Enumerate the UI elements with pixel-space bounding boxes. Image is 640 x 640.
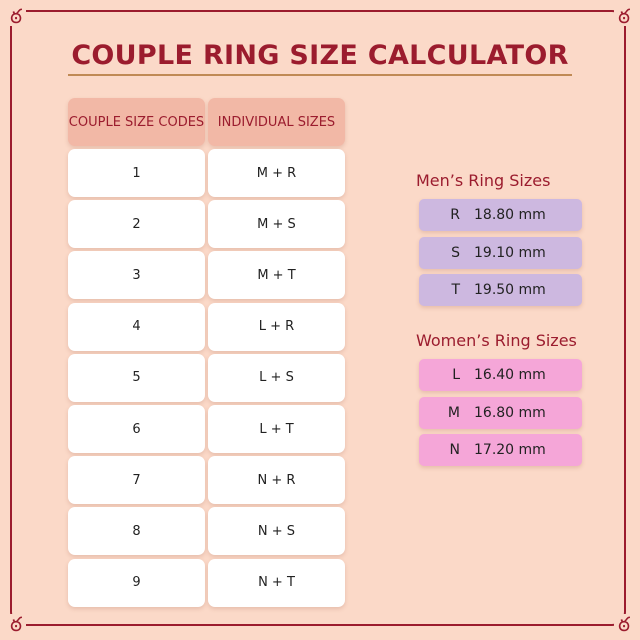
size-letter: M	[447, 404, 460, 421]
couple-code-cell: 6	[68, 405, 205, 453]
corner-scroll-icon: ఠ	[614, 614, 634, 634]
men-size-item: S 19.10 mm	[419, 236, 582, 269]
size-mm: 16.40 mm	[474, 367, 546, 383]
couple-code-cell: 1	[68, 149, 205, 197]
decorative-frame	[10, 10, 626, 626]
size-mm: 17.20 mm	[474, 442, 546, 458]
women-size-item: L 16.40 mm	[419, 359, 582, 391]
page-title: COUPLE RING SIZE CALCULATOR	[71, 40, 569, 71]
individual-sizes-cell: M + S	[208, 200, 345, 249]
size-letter: L	[452, 367, 460, 383]
women-size-item: N 17.20 mm	[419, 434, 582, 466]
men-size-item: R 18.80 mm	[419, 199, 582, 231]
individual-sizes-cell: M + T	[208, 251, 345, 300]
title-underline	[68, 74, 572, 76]
womens-sizes-title: Women’s Ring Sizes	[416, 331, 577, 350]
corner-scroll-icon: ఠ	[6, 614, 26, 634]
individual-sizes-cell: M + R	[208, 149, 345, 197]
couple-code-cell: 2	[68, 200, 205, 249]
size-letter: R	[450, 207, 460, 223]
individual-sizes-cell: L + R	[208, 302, 345, 351]
size-letter: S	[451, 244, 460, 261]
size-letter: T	[451, 282, 460, 298]
size-mm: 18.80 mm	[474, 207, 546, 223]
individual-sizes-cell: N + S	[208, 507, 345, 556]
mens-sizes-title: Men’s Ring Sizes	[416, 171, 551, 190]
size-mm: 19.10 mm	[474, 244, 546, 261]
size-mm: 19.50 mm	[474, 282, 546, 298]
couple-code-cell: 8	[68, 507, 205, 556]
couple-code-cell: 7	[68, 456, 205, 505]
couple-code-cell: 3	[68, 251, 205, 300]
men-size-item: T 19.50 mm	[419, 274, 582, 306]
size-letter: N	[449, 442, 460, 458]
individual-sizes-cell: L + T	[208, 405, 345, 453]
women-size-item: M 16.80 mm	[419, 396, 582, 429]
individual-sizes-cell: L + S	[208, 353, 345, 402]
header-couple-codes: COUPLE SIZE CODES	[68, 98, 205, 146]
individual-sizes-cell: N + R	[208, 456, 345, 505]
size-mm: 16.80 mm	[474, 404, 546, 421]
couple-code-cell: 9	[68, 558, 205, 607]
header-individual-sizes: INDIVIDUAL SIZES	[208, 98, 345, 146]
individual-sizes-cell: N + T	[208, 558, 345, 607]
couple-code-cell: 5	[68, 353, 205, 402]
corner-scroll-icon: ఠ	[6, 6, 26, 26]
couple-code-cell: 4	[68, 302, 205, 351]
corner-scroll-icon: ఠ	[614, 6, 634, 26]
